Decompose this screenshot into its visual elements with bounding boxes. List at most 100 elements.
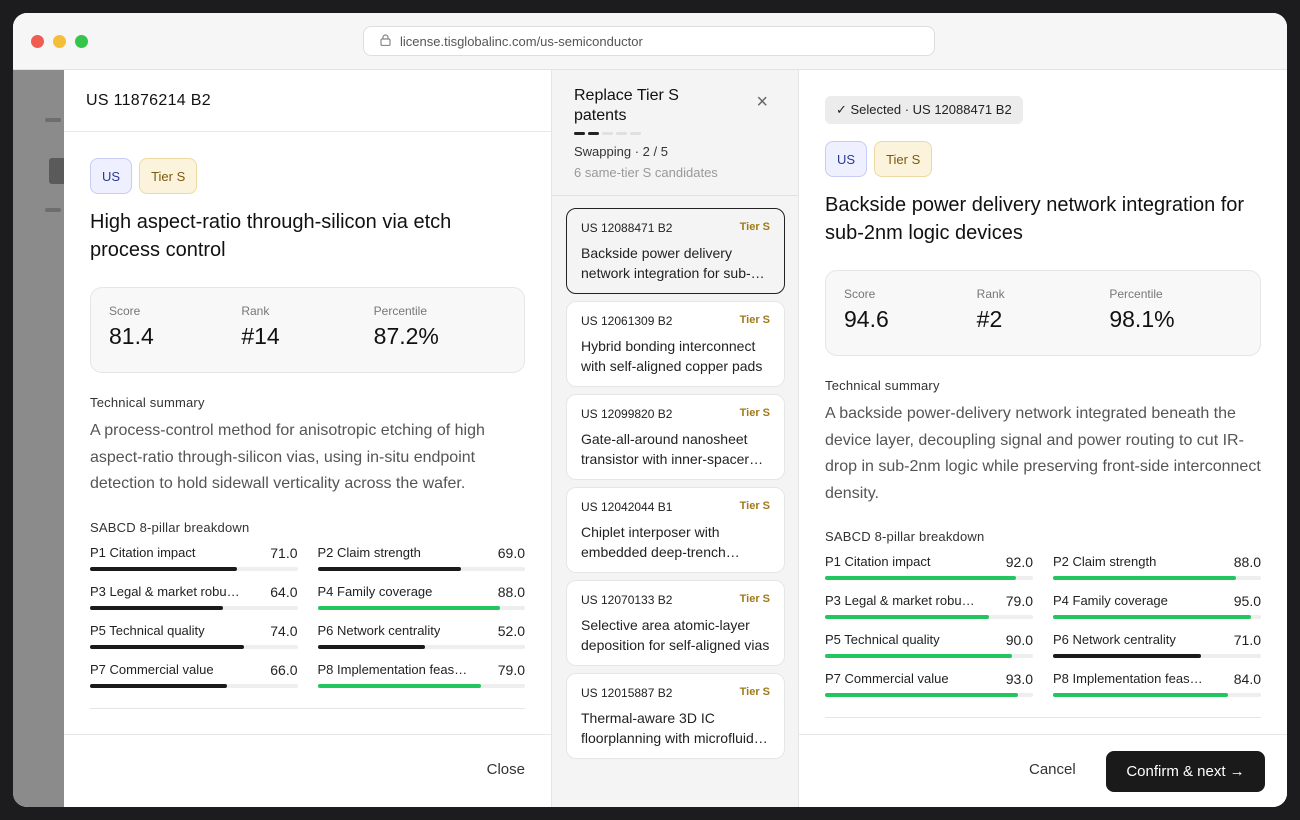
pillar-value: 71.0: [1233, 632, 1261, 648]
candidate-card[interactable]: US 12042044 B1 Tier S Chiplet interposer w…: [566, 487, 785, 573]
pillar-item: P2 Claim strength 69.0: [317, 545, 525, 571]
candidate-card[interactable]: US 12061309 B2 Tier S Hybrid bonding inter…: [566, 301, 785, 387]
tier-badge: Tier S: [139, 158, 198, 194]
pillar-bar-fill: [825, 693, 1019, 697]
patent-id-header: US 11876214 B2: [64, 70, 551, 132]
pillar-bar-fill: [90, 683, 227, 688]
background-page-overlay: [13, 70, 73, 807]
selected-patent-details[interactable]: ✓ Selected · US 12088471 B2 US Tier S Ba…: [799, 96, 1287, 734]
pillar-bar-fill: [317, 605, 501, 610]
candidate-title: Thermal-aware 3D IC floorplanning with m…: [581, 710, 764, 746]
close-icon[interactable]: ×: [756, 91, 768, 113]
pillars-heading: SABCD 8-pillar breakdown: [90, 519, 250, 535]
pillar-bar: [1053, 693, 1261, 697]
confirm-next-button[interactable]: Confirm & next →: [1106, 751, 1265, 792]
replace-header: Replace Tier S patents Swapping · 2 / 5 …: [552, 70, 798, 196]
candidate-card[interactable]: US 12099820 B2 Tier S Gate-all-around nano…: [566, 394, 785, 480]
stat-score: Score 94.6: [844, 287, 889, 332]
candidate-list[interactable]: US 12088471 B2 Tier S Backside power deliv…: [566, 208, 785, 766]
pillar-name: P7 Commercial value: [90, 661, 214, 677]
summary-text: A process-control method for anisotropic…: [90, 422, 485, 492]
close-button[interactable]: Close: [486, 761, 525, 778]
stats-card: Score 94.6 Rank #2 Percentile 98.1%: [825, 270, 1261, 356]
candidate-card[interactable]: US 12088471 B2 Tier S Backside power deliv…: [566, 208, 785, 294]
pillar-item: P4 Family coverage 95.0: [1053, 593, 1261, 619]
stat-percentile: Percentile 87.2%: [373, 304, 439, 349]
background-element: [45, 118, 61, 122]
browser-window: license.tisglobalinc.com/us-semiconducto…: [13, 13, 1287, 807]
candidate-card[interactable]: US 12070133 B2 Tier S Selective area atomi…: [566, 580, 785, 666]
address-bar[interactable]: license.tisglobalinc.com/us-semiconducto…: [363, 26, 935, 56]
summary-heading: Technical summary: [825, 378, 940, 393]
pillar-bar: [825, 576, 1033, 580]
pillar-bar: [1053, 576, 1261, 580]
pillar-bar-fill: [825, 654, 1013, 658]
summary-text: A backside power-delivery network integr…: [825, 405, 1261, 502]
candidate-tier: Tier S: [739, 407, 770, 419]
pillar-name: P4 Family coverage: [1053, 593, 1168, 608]
pillar-value: 79.0: [1005, 593, 1033, 609]
pillar-value: 71.0: [270, 544, 298, 561]
pillars-heading: SABCD 8-pillar breakdown: [825, 529, 985, 544]
pillar-name: P3 Legal & market robustness: [825, 593, 975, 608]
pillar-bar: [90, 566, 298, 571]
candidate-title: Gate-all-around nanosheet transistor wit…: [581, 431, 750, 467]
candidate-id: US 12088471 B2: [581, 221, 673, 235]
step-indicator: [574, 132, 585, 135]
candidate-title: Hybrid bonding interconnect with self-al…: [581, 338, 763, 374]
pillar-bar: [90, 605, 298, 610]
selected-patent-panel: ✓ Selected · US 12088471 B2 US Tier S Ba…: [799, 70, 1287, 807]
current-patent-details[interactable]: US Tier S High aspect-ratio through-sili…: [64, 133, 551, 734]
pillar-grid: P1 Citation impact 92.0 P2 Claim strength 8…: [825, 554, 1261, 697]
pillar-bar-fill: [317, 683, 482, 688]
pillar-bar-fill: [1053, 615, 1251, 619]
pillar-bar-fill: [825, 615, 990, 619]
candidate-tier: Tier S: [739, 593, 770, 605]
pillar-value: 88.0: [1233, 554, 1261, 570]
pillar-name: P5 Technical quality: [90, 622, 205, 638]
step-indicator: [588, 132, 599, 135]
pillar-item: P5 Technical quality 74.0: [90, 623, 298, 649]
divider: [90, 707, 525, 709]
pillar-bar: [317, 683, 525, 688]
patent-title: High aspect-ratio through-silicon via et…: [90, 211, 452, 261]
tier-badge: Tier S: [874, 141, 933, 177]
close-window-dot[interactable]: [31, 35, 44, 48]
pillar-value: 88.0: [497, 583, 525, 600]
candidate-tier: Tier S: [739, 314, 770, 326]
pillar-value: 52.0: [497, 622, 525, 639]
pillar-bar-fill: [90, 566, 238, 571]
pillar-item: P3 Legal & market robustness 64.0: [90, 584, 298, 610]
pillar-bar-fill: [317, 644, 426, 649]
candidate-title: Selective area atomic-layer deposition f…: [581, 617, 770, 653]
background-element: [45, 208, 61, 212]
cancel-button[interactable]: Cancel: [1029, 761, 1076, 778]
country-badge: US: [825, 141, 868, 177]
pillar-item: P1 Citation impact 92.0: [825, 554, 1033, 580]
pillar-bar: [1053, 615, 1261, 619]
candidate-card[interactable]: US 12015887 B2 Tier S Thermal-aware 3D IC …: [566, 673, 785, 759]
maximize-window-dot[interactable]: [75, 35, 88, 48]
candidates-note: 6 same-tier S candidates: [574, 165, 718, 180]
minimize-window-dot[interactable]: [53, 35, 66, 48]
selected-badge: ✓ Selected · US 12088471 B2: [825, 96, 1023, 124]
pillar-item: P2 Claim strength 88.0: [1053, 554, 1261, 580]
url-text: license.tisglobalinc.com/us-semiconducto…: [400, 33, 643, 49]
pillar-bar: [317, 566, 525, 571]
country-badge: US: [90, 158, 133, 194]
pillar-value: 92.0: [1005, 554, 1033, 570]
pillar-bar-fill: [1053, 693, 1228, 697]
left-footer: Close: [64, 734, 551, 807]
lock-icon: [380, 33, 391, 49]
pillar-bar: [825, 615, 1033, 619]
current-patent-panel: US 11876214 B2 US Tier S High aspect-rat…: [64, 70, 552, 807]
candidate-id: US 12061309 B2: [581, 314, 673, 328]
swapping-status: Swapping · 2 / 5: [574, 144, 668, 159]
pillar-value: 66.0: [270, 661, 298, 678]
browser-chrome: license.tisglobalinc.com/us-semiconducto…: [13, 13, 1287, 70]
pillar-value: 79.0: [497, 661, 525, 678]
stat-percentile: Percentile 98.1%: [1109, 287, 1175, 332]
right-footer: Cancel Confirm & next →: [799, 734, 1287, 807]
pillar-value: 95.0: [1233, 593, 1261, 609]
